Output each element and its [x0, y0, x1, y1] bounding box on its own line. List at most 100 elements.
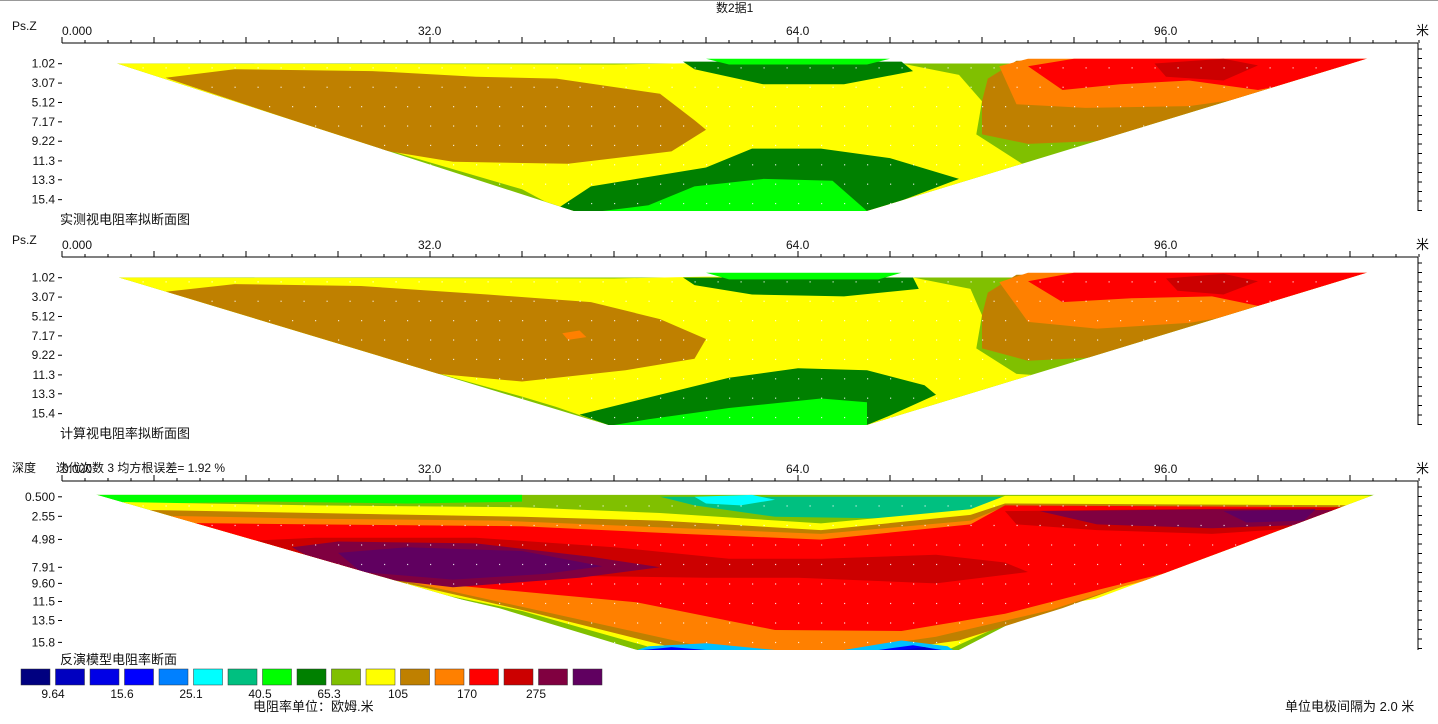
datum-point	[890, 641, 892, 644]
datum-point	[1212, 563, 1214, 566]
y-tick-label: 15.4	[32, 193, 56, 207]
datum-point	[1051, 202, 1053, 205]
datum-point	[959, 125, 961, 127]
datum-point	[936, 106, 938, 108]
x-tick-label: 64.0	[786, 24, 810, 38]
datum-point	[315, 164, 317, 166]
datum-point	[556, 67, 558, 69]
datum-point	[338, 339, 340, 341]
x-minor-ticks	[61, 251, 1420, 257]
datum-point	[510, 86, 512, 88]
datum-point	[1005, 339, 1007, 341]
section-title: 计算视电阻率拟断面图	[60, 426, 190, 441]
datum-point	[775, 164, 777, 166]
datum-points	[108, 505, 1375, 644]
datum-point	[752, 125, 754, 127]
datum-point	[660, 164, 662, 166]
datum-point	[1120, 397, 1122, 399]
datum-point	[545, 320, 547, 322]
datum-point	[384, 416, 386, 419]
datum-point	[1373, 563, 1375, 566]
datum-point	[740, 505, 742, 507]
datum-point	[1039, 86, 1041, 88]
datum-point	[1373, 358, 1375, 361]
datum-point	[1246, 524, 1248, 527]
datum-point	[1051, 544, 1053, 546]
datum-point	[1143, 622, 1145, 624]
datum-point	[1120, 583, 1122, 585]
datum-point	[844, 397, 846, 399]
datum-point	[533, 86, 535, 88]
datum-point	[1143, 339, 1145, 341]
datum-point	[867, 563, 869, 566]
datum-point	[407, 602, 409, 605]
datum-point	[499, 106, 501, 108]
datum-point	[533, 300, 535, 302]
datum-point	[453, 602, 455, 605]
datum-point	[1258, 320, 1260, 322]
datum-point	[1350, 106, 1352, 108]
datum-point	[1166, 397, 1168, 399]
datum-point	[683, 416, 685, 419]
datum-point	[1143, 602, 1145, 605]
datum-point	[395, 86, 397, 88]
datum-point	[1304, 125, 1306, 127]
datum-point	[326, 86, 328, 88]
datum-point	[936, 563, 938, 566]
datum-point	[614, 583, 616, 585]
datum-point	[131, 125, 133, 127]
datum-point	[844, 202, 846, 205]
datum-point	[476, 320, 478, 322]
datum-point	[1327, 416, 1329, 419]
datum-point	[568, 378, 570, 380]
datum-point	[1143, 164, 1145, 166]
datum-point	[1281, 144, 1283, 147]
datum-point	[959, 397, 961, 399]
datum-point	[959, 358, 961, 361]
datum-point	[522, 397, 524, 399]
datum-point	[1097, 416, 1099, 419]
datum-point	[1212, 602, 1214, 605]
datum-point	[729, 164, 731, 166]
datum-point	[430, 125, 432, 127]
datum-point	[246, 320, 248, 322]
datum-point	[959, 378, 961, 380]
datum-point	[947, 67, 949, 69]
datum-point	[108, 544, 110, 546]
datum-point	[108, 320, 110, 322]
section-title: 实测视电阻率拟断面图	[60, 212, 190, 227]
datum-point	[970, 281, 972, 283]
datum-point	[1028, 602, 1030, 605]
datum-point	[1097, 641, 1099, 644]
x-tick-label: 32.0	[418, 462, 442, 476]
datum-point	[706, 125, 708, 127]
datum-point	[729, 563, 731, 566]
datum-point	[453, 106, 455, 108]
datum-point	[775, 125, 777, 127]
datum-point	[809, 524, 811, 527]
datum-point	[1235, 164, 1237, 166]
datum-point	[1350, 358, 1352, 361]
datum-point	[1189, 622, 1191, 624]
datum-point	[108, 602, 110, 605]
datum-point	[832, 300, 834, 302]
datum-point	[1074, 339, 1076, 341]
datum-point	[269, 106, 271, 108]
datum-point	[867, 339, 869, 341]
datum-point	[694, 505, 696, 507]
datum-point	[1350, 164, 1352, 166]
datum-point	[188, 300, 190, 302]
datum-point	[602, 86, 604, 88]
datum-point	[683, 583, 685, 585]
datum-point	[1258, 622, 1260, 624]
datum-point	[303, 524, 305, 527]
datum-point	[119, 67, 121, 69]
datum-point	[361, 378, 363, 380]
datum-point	[1189, 563, 1191, 566]
section-panel-3: 0.000 32.0 64.0 96.0 米 深度 迭代次数 3 均方根误差= 1.92 %…	[12, 460, 1429, 667]
datum-point	[292, 641, 294, 644]
datum-point	[200, 339, 202, 341]
datum-point	[338, 563, 340, 566]
datum-point	[660, 397, 662, 399]
datum-point	[177, 544, 179, 546]
